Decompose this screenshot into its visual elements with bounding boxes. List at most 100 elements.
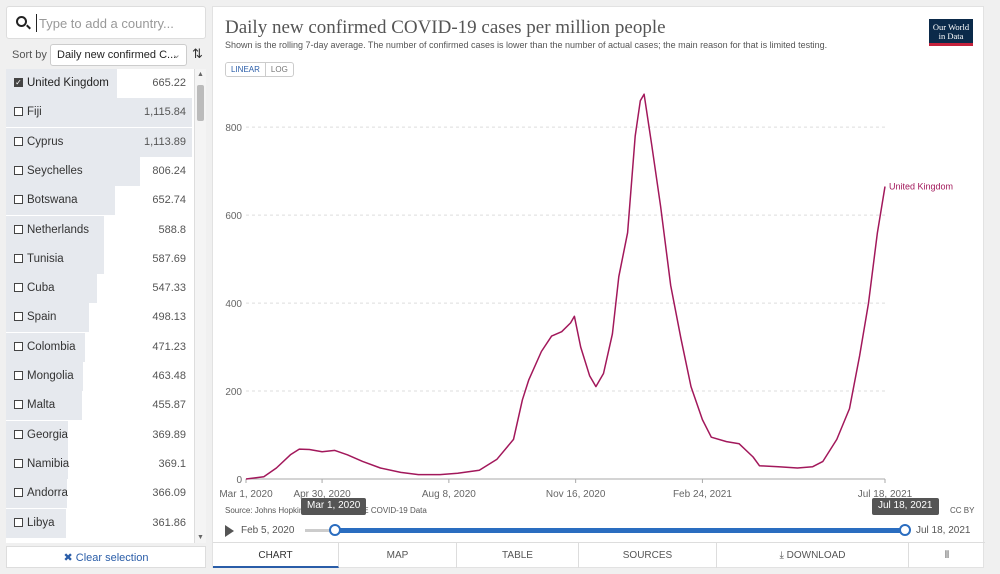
country-row[interactable]: Mongolia 463.48 — [6, 362, 192, 391]
country-checkbox[interactable] — [14, 400, 23, 410]
country-name: Mongolia — [27, 370, 74, 382]
country-row[interactable]: Cyprus 1,113.89 — [6, 127, 192, 157]
scroll-down-icon[interactable]: ▼ — [197, 534, 204, 541]
license-label[interactable]: CC BY — [950, 506, 975, 515]
country-checkbox[interactable] — [14, 224, 23, 234]
logo-line-2: in Data — [938, 31, 964, 41]
y-tick-label: 200 — [225, 387, 242, 398]
scale-toggle: LINEAR LOG — [225, 62, 294, 77]
country-value: 652.74 — [152, 194, 186, 207]
timeline-selected-range — [334, 528, 905, 533]
country-list: ✓ United Kingdom 665.22 Fiji 1,115.84 Cyprus 1… — [6, 69, 206, 543]
sort-select[interactable]: Daily new confirmed C... ⌄ — [50, 44, 187, 66]
timeline-end-label: Jul 18, 2021 — [916, 525, 971, 536]
country-checkbox[interactable] — [14, 458, 23, 468]
country-checkbox[interactable] — [14, 283, 23, 293]
tab-download[interactable]: ⤓ DOWNLOAD — [717, 543, 909, 568]
country-row[interactable]: ✓ United Kingdom 665.22 — [6, 69, 192, 98]
country-checkbox[interactable] — [14, 341, 23, 351]
tab-sources[interactable]: SOURCES — [579, 543, 717, 568]
x-tick-label: Aug 8, 2020 — [422, 489, 476, 500]
country-row[interactable]: Tunisia 587.69 — [6, 244, 192, 274]
clear-selection-button[interactable]: ✖ Clear selection — [6, 546, 206, 568]
tab-map[interactable]: MAP — [339, 543, 457, 568]
country-value: 369.1 — [158, 457, 186, 470]
country-checkbox[interactable] — [14, 253, 23, 263]
country-checkbox[interactable] — [14, 517, 23, 527]
clear-selection-label: Clear selection — [75, 552, 149, 564]
chart-panel: Daily new confirmed COVID-19 cases per m… — [212, 6, 985, 568]
country-name: Colombia — [27, 340, 76, 353]
linear-button[interactable]: LINEAR — [226, 63, 266, 76]
country-row[interactable]: Fiji 1,115.84 — [6, 98, 192, 128]
log-button[interactable]: LOG — [270, 65, 288, 74]
country-value-bar — [6, 69, 117, 98]
y-tick-label: 400 — [225, 299, 242, 310]
tab-download-label: DOWNLOAD — [786, 550, 846, 561]
download-icon: ⤓ — [779, 550, 784, 561]
country-checkbox[interactable] — [14, 371, 23, 380]
search-box — [6, 6, 206, 39]
search-input[interactable] — [36, 14, 196, 32]
x-tick-label: Jul 18, 2021 — [858, 489, 913, 500]
country-row[interactable]: Botswana 652.74 — [6, 186, 192, 216]
country-name: Libya — [27, 516, 55, 529]
country-row[interactable]: Libya 361.86 — [6, 508, 192, 538]
country-value: 455.87 — [152, 399, 186, 412]
country-row[interactable]: Colombia 471.23 — [6, 332, 192, 362]
timeline-start-handle[interactable] — [329, 524, 341, 536]
country-value: 588.8 — [158, 223, 186, 236]
country-checkbox[interactable] — [14, 488, 23, 498]
country-name: Cuba — [27, 282, 55, 295]
country-value: 1,115.84 — [143, 106, 186, 119]
country-checkbox[interactable] — [14, 165, 23, 175]
country-row[interactable]: Georgia 369.89 — [6, 420, 192, 450]
country-checkbox[interactable] — [14, 312, 23, 322]
country-name: Tunisia — [27, 252, 64, 265]
country-value: 547.33 — [152, 282, 186, 295]
country-name: United Kingdom — [27, 77, 109, 89]
share-button[interactable]: ⫴ — [909, 543, 985, 568]
country-checkbox[interactable] — [14, 195, 23, 205]
country-row[interactable]: Andorra 366.09 — [6, 479, 192, 509]
country-name: Netherlands — [27, 223, 90, 236]
country-checkbox[interactable] — [14, 136, 23, 146]
country-name: Namibia — [27, 457, 70, 470]
sort-by: Sort by Daily new confirmed C... ⌄ ⇅ — [6, 44, 206, 66]
logo-line-1: Our World — [932, 22, 970, 32]
timeline-end-handle[interactable] — [899, 524, 911, 536]
timeline-start-label: Feb 5, 2020 — [241, 525, 295, 536]
country-row[interactable]: Seychelles 806.24 — [6, 156, 192, 186]
country-checkbox[interactable] — [14, 429, 23, 439]
country-row[interactable]: Cuba 547.33 — [6, 274, 192, 304]
country-value-bar — [6, 98, 192, 128]
country-value: 665.22 — [152, 77, 186, 89]
tab-chart[interactable]: CHART — [213, 543, 339, 568]
scrollbar[interactable]: ▲ ▼ — [194, 69, 206, 543]
tab-table[interactable]: TABLE — [457, 543, 579, 568]
y-tick-label: 600 — [225, 211, 242, 222]
chart-title: Daily new confirmed COVID-19 cases per m… — [225, 17, 666, 38]
country-checkbox[interactable] — [14, 107, 23, 117]
country-checkbox[interactable]: ✓ — [14, 78, 23, 87]
scroll-up-icon[interactable]: ▲ — [197, 71, 204, 78]
country-row[interactable]: Namibia 369.1 — [6, 449, 192, 479]
country-value: 806.24 — [152, 164, 186, 177]
play-icon[interactable] — [225, 525, 234, 537]
country-value: 587.69 — [152, 252, 186, 265]
country-row[interactable]: Netherlands 588.8 — [6, 215, 192, 245]
country-name: Georgia — [27, 428, 68, 441]
country-row[interactable]: Spain 498.13 — [6, 303, 192, 333]
country-value-bar — [6, 186, 115, 216]
scroll-thumb[interactable] — [197, 85, 204, 121]
country-name: Botswana — [27, 194, 78, 207]
sort-order-icon[interactable]: ⇅ — [192, 46, 203, 61]
country-value-bar — [6, 156, 141, 186]
x-tick-label: Mar 1, 2020 — [219, 489, 273, 500]
country-row[interactable]: Malta 455.87 — [6, 391, 192, 421]
series-line-united-kingdom — [245, 93, 886, 480]
timeline: Feb 5, 2020 Jul 18, 2021 — [213, 521, 985, 541]
sort-select-value: Daily new confirmed C... — [57, 49, 177, 61]
owid-logo[interactable]: Our World in Data — [929, 19, 973, 46]
country-value: 1,113.89 — [143, 135, 186, 148]
